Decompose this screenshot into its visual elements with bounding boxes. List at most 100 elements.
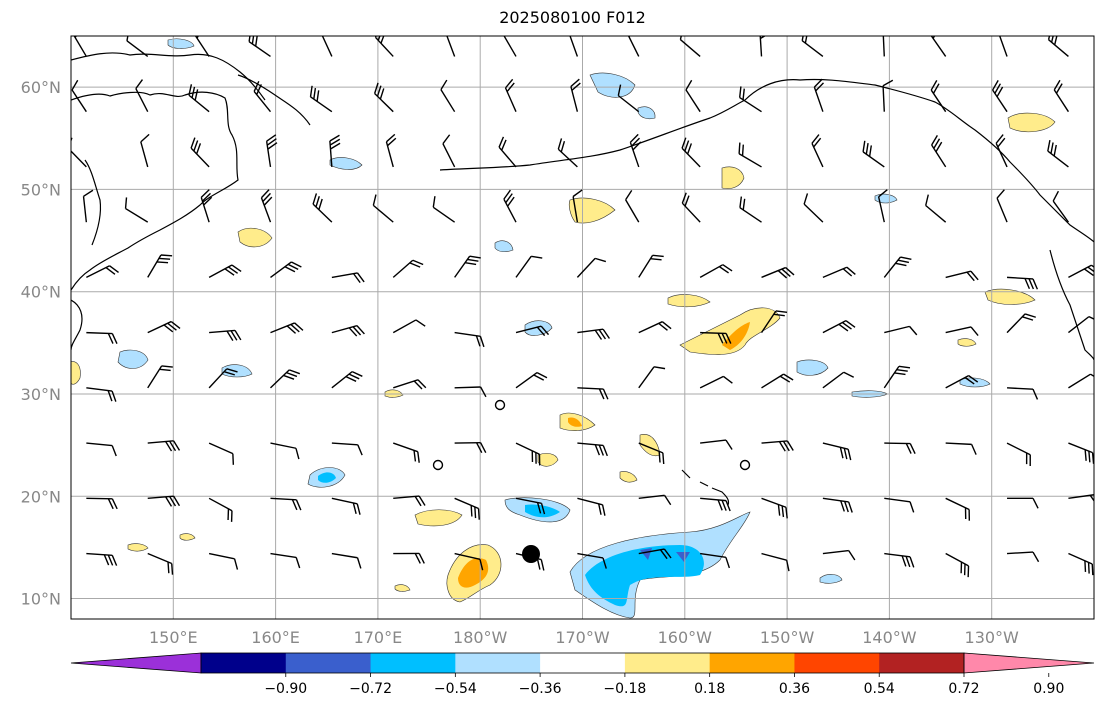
north-america-west-coastline <box>1049 249 1094 361</box>
wind-barb <box>570 78 581 112</box>
positive-anomaly-patch <box>537 453 559 467</box>
wind-barb <box>945 326 979 337</box>
wind-barb <box>945 497 971 521</box>
colorbar-tick-label: 0.54 <box>864 681 895 697</box>
longitude-labels: 150°E 160°E 170°E 180°W 170°W 160°W 150°W 140°W… <box>149 628 1019 647</box>
wind-barb <box>822 497 853 513</box>
colorbar-segment <box>455 653 541 673</box>
pressure-center-marker <box>432 459 444 471</box>
wind-barb <box>576 257 607 278</box>
positive-anomaly-core <box>568 417 582 427</box>
wind-barb <box>385 133 397 168</box>
wind-barb <box>862 140 885 168</box>
wind-barb <box>208 264 242 278</box>
wind-barb <box>147 254 173 278</box>
longitude-label: 160°W <box>658 628 713 647</box>
colorbar-tick-label: −0.54 <box>434 681 477 697</box>
wind-barb <box>393 442 420 463</box>
wind-barb <box>679 36 701 57</box>
typhoon-center-marker <box>522 545 540 563</box>
wind-barb <box>454 442 487 454</box>
latitude-labels: 60°N 50°N 40°N 30°N 20°N 10°N <box>21 78 61 608</box>
wind-barb <box>331 272 365 284</box>
colorbar-segment <box>709 653 795 673</box>
wind-barb <box>945 552 970 578</box>
wind-barb <box>71 79 87 113</box>
wind-barb <box>147 440 181 452</box>
wind-barb <box>140 133 150 168</box>
wind-barb <box>681 192 701 223</box>
negative-anomaly-patch <box>874 193 898 204</box>
wind-barb <box>147 365 173 389</box>
wind-barb <box>884 497 915 513</box>
wind-barb <box>945 270 979 282</box>
wind-barb <box>882 36 885 57</box>
longitude-label: 150°W <box>760 628 815 647</box>
colorbar-tick-label: −0.90 <box>264 681 307 697</box>
wind-barb <box>884 552 915 568</box>
wind-barb <box>270 322 304 334</box>
wind-barb <box>260 189 273 223</box>
longitude-label: 180°W <box>453 628 508 647</box>
latitude-label: 30°N <box>21 385 61 404</box>
wind-barb <box>1052 190 1069 223</box>
colorbar-tick-label: −0.36 <box>519 681 562 697</box>
wind-barb <box>1053 79 1070 113</box>
wind-barb <box>374 36 394 57</box>
wind-barb <box>801 36 824 58</box>
wind-barb <box>503 189 517 223</box>
wind-barb <box>1068 264 1094 279</box>
wind-barb <box>681 137 701 168</box>
wind-barb <box>502 36 517 57</box>
wind-barb <box>82 189 94 223</box>
wind-barb <box>699 375 733 389</box>
negative-anomaly-patch <box>329 157 363 170</box>
latitude-label: 50°N <box>21 180 61 199</box>
wind-barb <box>190 137 210 168</box>
wind-barb <box>209 329 242 341</box>
wind-barb <box>86 497 118 510</box>
positive-anomaly-patch <box>71 361 81 385</box>
wind-barb <box>638 366 666 389</box>
colorbar-tick-label: 0.72 <box>948 681 979 697</box>
wind-barb <box>760 310 788 334</box>
wind-barb <box>699 264 733 278</box>
colorbar-segment <box>201 653 287 673</box>
wind-barb <box>685 79 701 113</box>
wind-barb <box>1068 552 1094 576</box>
colorbar-tick-label: 0.90 <box>1033 681 1064 697</box>
japan-coastline <box>71 299 83 351</box>
negative-anomaly-max <box>640 548 690 562</box>
wind-barb <box>883 256 912 278</box>
wind-barb <box>995 134 1008 168</box>
wind-barb <box>331 497 361 515</box>
wind-barb <box>392 259 424 278</box>
wind-barb <box>761 497 788 519</box>
wind-barb <box>577 387 609 400</box>
wind-barb <box>188 84 210 113</box>
wind-barb <box>147 495 181 507</box>
wind-barb <box>572 189 583 223</box>
wind-barb <box>454 255 481 278</box>
wind-barb <box>759 36 771 57</box>
wind-barb <box>761 373 794 389</box>
wind-barb <box>248 36 271 58</box>
wind-barb <box>147 320 181 334</box>
wind-barb <box>803 193 824 223</box>
colorbar-segment <box>540 653 626 673</box>
negative-anomaly-patch <box>167 38 195 49</box>
wind-barb <box>208 552 239 570</box>
negative-anomaly-patch <box>494 240 514 253</box>
wind-barb <box>270 442 300 460</box>
wind-barb <box>393 495 426 507</box>
wind-barb <box>86 442 117 457</box>
wind-barb <box>270 497 302 511</box>
wind-barb <box>882 79 894 112</box>
colorbar: −0.90 −0.72 −0.54 −0.36 −0.18 0.18 0.36 0.54 0.7… <box>70 652 1095 697</box>
colorbar-segment <box>285 653 372 673</box>
wind-barb <box>72 36 87 57</box>
wind-barb <box>626 36 640 57</box>
wind-barb <box>124 197 149 223</box>
wind-barb <box>738 86 762 113</box>
wind-barb <box>638 548 672 560</box>
